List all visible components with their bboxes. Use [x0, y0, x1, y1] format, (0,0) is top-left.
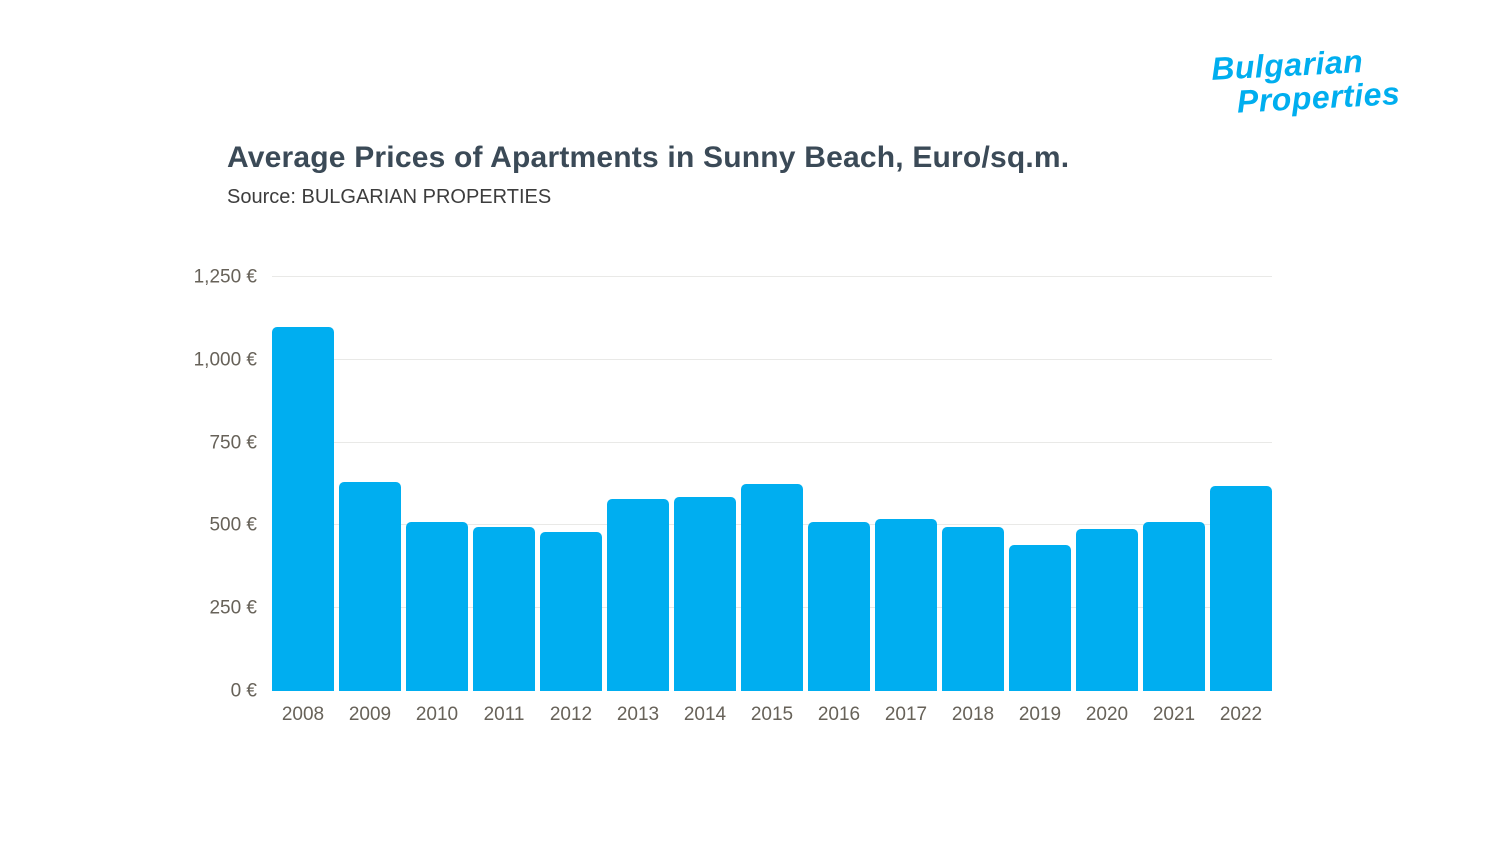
x-tick-label-2014: 2014	[683, 704, 727, 725]
bar-2015	[741, 484, 803, 691]
bar-2010	[406, 522, 468, 691]
chart-source: Source: BULGARIAN PROPERTIES	[227, 186, 552, 208]
bar-2019	[1009, 545, 1071, 691]
y-tick-label-1250: 1,250 €	[193, 266, 257, 288]
bar-2017	[875, 518, 937, 691]
x-tick-label-2020: 2020	[1085, 704, 1129, 725]
x-tick-label-2008: 2008	[281, 704, 325, 725]
bar-2022	[1210, 485, 1272, 691]
gridline-1000	[272, 358, 1272, 360]
bar-2021	[1143, 522, 1205, 691]
x-tick-label-2021: 2021	[1152, 704, 1196, 725]
x-tick-label-2013: 2013	[616, 704, 660, 725]
x-tick-label-2017: 2017	[884, 704, 928, 725]
x-axis-labels: 2008 2009 2010 2011 2012 2013 2014 2015 2016 2017…	[272, 704, 1272, 726]
bar-2008	[272, 326, 334, 691]
y-tick-label-500: 500 €	[209, 514, 257, 536]
bars-container	[272, 277, 1272, 691]
gridline-1250	[272, 276, 1272, 277]
bar-2016	[808, 522, 870, 691]
chart-title: Average Prices of Apartments in Sunny Be…	[227, 141, 1070, 174]
bar-2011	[473, 527, 535, 691]
gridline-750	[272, 441, 1272, 443]
x-tick-label-2015: 2015	[750, 704, 794, 725]
bar-2018	[942, 527, 1004, 691]
y-tick-label-250: 250 €	[209, 597, 257, 619]
x-tick-label-2010: 2010	[415, 704, 459, 725]
y-tick-label-750: 750 €	[209, 432, 257, 454]
y-tick-label-1000: 1,000 €	[193, 349, 257, 371]
x-tick-label-2018: 2018	[951, 704, 995, 725]
bar-2012	[540, 532, 602, 691]
logo-text-line2: Properties	[1236, 75, 1401, 120]
x-tick-label-2016: 2016	[817, 704, 861, 725]
x-tick-label-2019: 2019	[1018, 704, 1062, 725]
bar-2014	[674, 497, 736, 691]
bar-2013	[607, 498, 669, 691]
bar-2020	[1076, 528, 1138, 691]
x-tick-label-2009: 2009	[348, 704, 392, 725]
x-tick-label-2012: 2012	[549, 704, 593, 725]
x-tick-label-2011: 2011	[483, 704, 525, 725]
bulgarian-properties-logo: Bulgarian Properties	[1210, 43, 1401, 120]
y-tick-label-0: 0 €	[230, 680, 257, 702]
bar-chart-plot-area: 0 € 250 € 500 € 750 € 1,000 € 1,250 €	[194, 268, 1272, 701]
x-tick-label-2022: 2022	[1219, 704, 1263, 725]
bar-2009	[339, 482, 401, 691]
